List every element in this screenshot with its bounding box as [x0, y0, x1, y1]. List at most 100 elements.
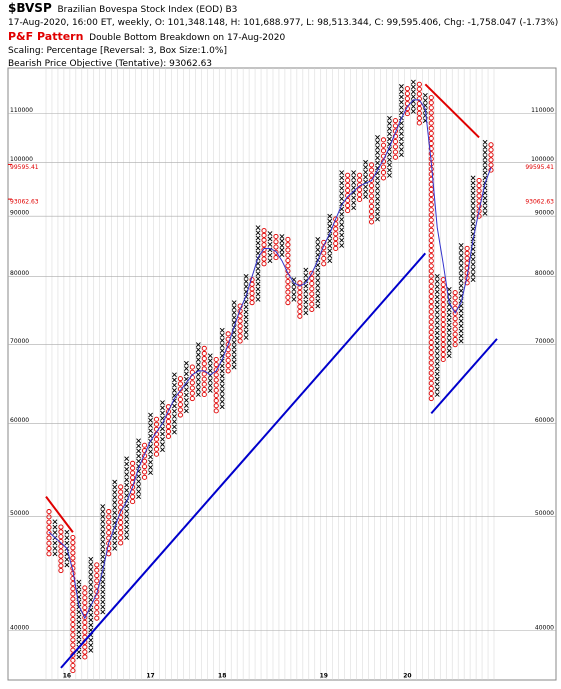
x-box — [446, 302, 452, 308]
x-box — [375, 201, 380, 207]
x-box — [458, 263, 464, 268]
x-box — [410, 94, 416, 100]
o-box — [488, 152, 494, 158]
o-box — [261, 242, 267, 248]
x-box — [76, 634, 82, 640]
x-box — [88, 572, 94, 577]
o-box — [428, 151, 434, 157]
o-box — [261, 237, 267, 243]
x-box — [291, 296, 297, 302]
o-box — [165, 423, 172, 430]
x-box — [183, 403, 189, 408]
x-box — [148, 444, 153, 449]
o-box — [58, 553, 64, 559]
o-box — [476, 193, 482, 199]
o-box — [237, 338, 243, 344]
o-box — [201, 391, 207, 398]
x-box — [315, 272, 321, 278]
o-box — [213, 398, 219, 404]
x-box — [470, 206, 476, 211]
o-box — [153, 436, 160, 442]
o-box — [70, 627, 76, 633]
o-box — [428, 263, 434, 269]
x-box — [100, 579, 106, 585]
o-box — [428, 344, 434, 351]
x-box — [315, 303, 321, 309]
o-box — [428, 329, 434, 335]
x-box — [363, 169, 368, 175]
o-box — [261, 251, 267, 257]
o-box — [297, 304, 303, 310]
o-box — [142, 458, 148, 464]
o-box — [428, 115, 434, 121]
x-box — [315, 267, 321, 273]
o-column — [189, 364, 195, 402]
o-box — [428, 385, 434, 391]
x-box — [219, 404, 225, 410]
x-box — [375, 165, 380, 171]
x-box — [315, 283, 321, 288]
x-box — [458, 313, 464, 319]
x-column — [482, 139, 488, 216]
x-column — [183, 360, 189, 414]
x-box — [219, 373, 225, 379]
x-box — [243, 279, 249, 284]
x-box — [112, 515, 118, 521]
x-box — [219, 389, 225, 394]
o-box — [357, 196, 363, 202]
x-box — [148, 454, 153, 460]
x-box — [398, 110, 404, 116]
x-box — [255, 281, 261, 287]
o-box — [297, 308, 303, 315]
o-box — [225, 341, 231, 347]
x-box — [434, 294, 440, 300]
o-box — [345, 197, 351, 204]
o-box — [82, 590, 88, 596]
o-box — [428, 217, 434, 223]
o-column — [309, 270, 315, 312]
x-box — [387, 152, 392, 157]
o-box — [428, 186, 434, 192]
x-box — [124, 461, 130, 467]
x-box — [183, 376, 189, 382]
x-box — [482, 160, 488, 166]
o-box — [428, 146, 434, 152]
x-box — [112, 484, 118, 490]
x-box — [327, 223, 333, 229]
x-box — [363, 164, 368, 170]
o-box — [452, 342, 458, 348]
o-box — [309, 306, 315, 312]
x-box — [231, 344, 237, 350]
x-box — [219, 394, 225, 399]
x-box — [410, 104, 416, 109]
o-box — [392, 123, 398, 129]
o-box — [70, 601, 76, 607]
o-box — [297, 280, 303, 286]
x-box — [398, 131, 404, 137]
x-box — [243, 314, 249, 320]
x-box — [398, 94, 404, 100]
index-name: Brazilian Bovespa Stock Index (EOD) B3 — [57, 5, 238, 15]
x-box — [136, 478, 142, 484]
x-box — [219, 348, 225, 354]
x-box — [76, 649, 82, 655]
o-box — [297, 299, 303, 305]
quote: 17-Aug-2020, 16:00 ET, weekly, O: 101,34… — [8, 18, 559, 28]
x-box — [124, 508, 130, 514]
x-box — [387, 162, 392, 168]
x-box — [482, 175, 488, 181]
o-box — [428, 237, 434, 243]
x-box — [100, 559, 106, 565]
x-box — [363, 159, 368, 165]
x-box — [398, 126, 404, 131]
x-box — [160, 447, 165, 453]
x-box — [124, 493, 130, 498]
x-box — [88, 642, 94, 648]
o-box — [488, 147, 494, 153]
o-column — [94, 562, 100, 621]
o-box — [333, 231, 339, 237]
o-box — [261, 232, 267, 238]
x-box — [183, 408, 189, 414]
x-box — [255, 296, 261, 302]
y-tick-label: 70000 — [10, 338, 29, 345]
